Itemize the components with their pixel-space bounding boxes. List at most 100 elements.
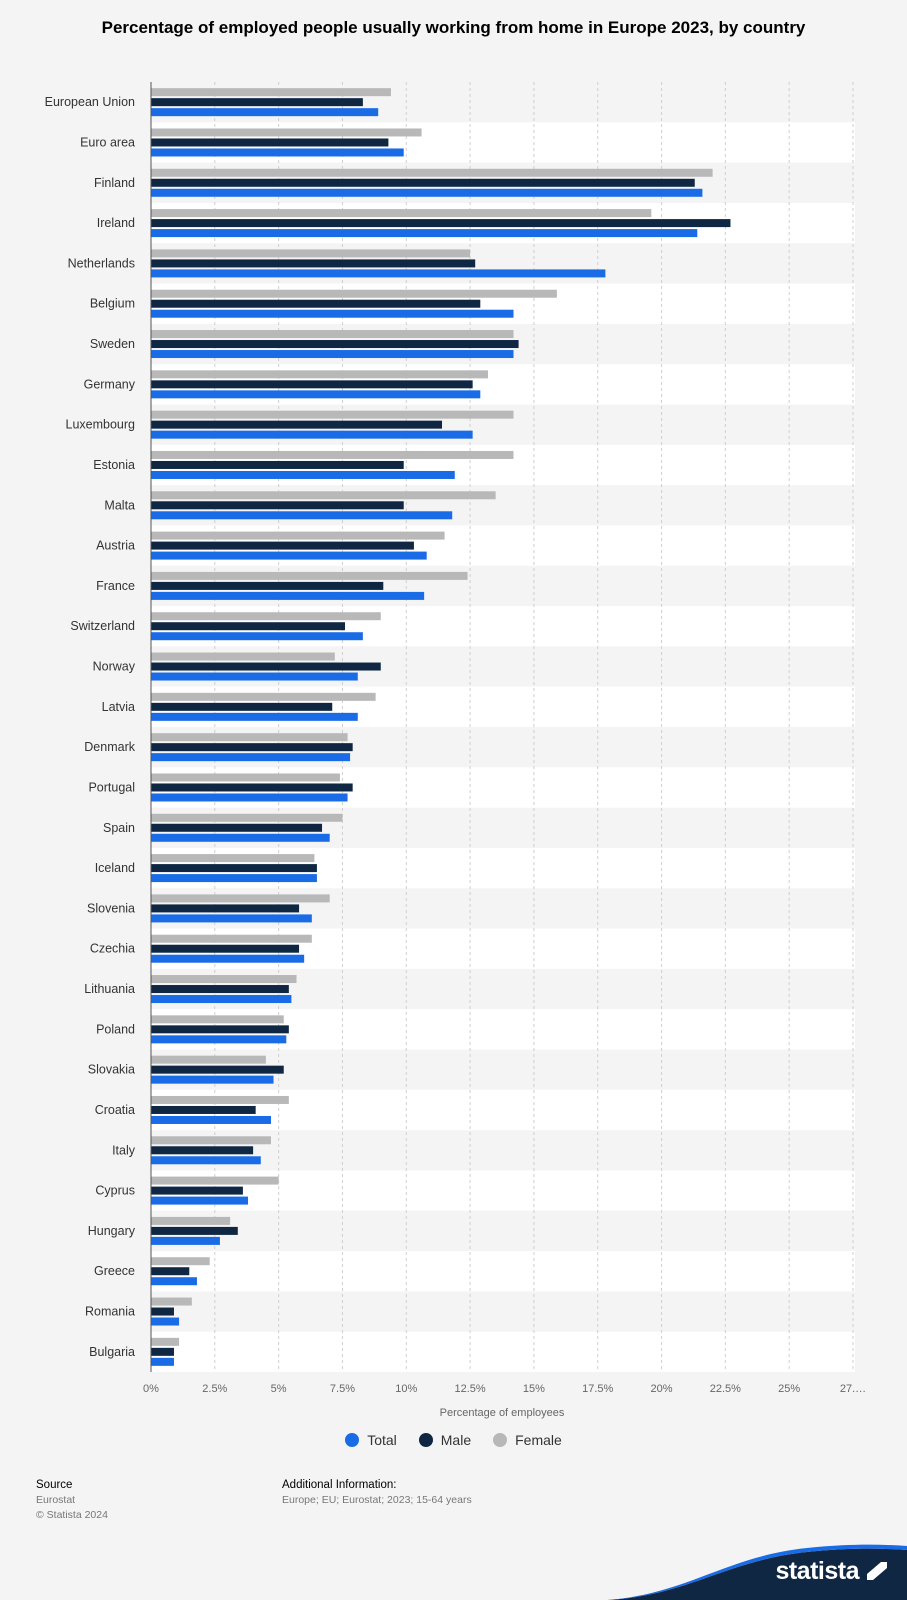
bar-male-germany[interactable] (151, 380, 473, 389)
bar-male-latvia[interactable] (151, 702, 333, 711)
bar-total-italy[interactable] (151, 1156, 261, 1165)
bar-female-estonia[interactable] (151, 450, 514, 459)
bar-female-finland[interactable] (151, 168, 713, 177)
bar-male-slovakia[interactable] (151, 1065, 284, 1074)
bar-total-bulgaria[interactable] (151, 1357, 174, 1366)
bar-female-norway[interactable] (151, 652, 335, 661)
bar-male-finland[interactable] (151, 178, 695, 187)
bar-total-slovakia[interactable] (151, 1075, 274, 1084)
bar-female-netherlands[interactable] (151, 249, 471, 258)
bar-male-spain[interactable] (151, 823, 323, 832)
bar-total-denmark[interactable] (151, 753, 351, 762)
bar-total-hungary[interactable] (151, 1236, 220, 1245)
bar-total-european-union[interactable] (151, 108, 379, 117)
bar-female-european-union[interactable] (151, 88, 391, 97)
bar-female-euro-area[interactable] (151, 128, 422, 137)
bar-male-iceland[interactable] (151, 864, 317, 873)
bar-female-slovakia[interactable] (151, 1055, 266, 1064)
bar-total-ireland[interactable] (151, 229, 698, 238)
bar-male-poland[interactable] (151, 1025, 289, 1034)
bar-female-ireland[interactable] (151, 209, 652, 218)
bar-total-iceland[interactable] (151, 874, 317, 883)
bar-total-romania[interactable] (151, 1317, 180, 1326)
bar-total-sweden[interactable] (151, 350, 514, 359)
bar-female-romania[interactable] (151, 1297, 192, 1306)
bar-female-spain[interactable] (151, 813, 343, 822)
bar-total-estonia[interactable] (151, 470, 455, 479)
legend-item-total[interactable]: Total (345, 1432, 397, 1448)
bar-total-belgium[interactable] (151, 309, 514, 318)
bar-total-finland[interactable] (151, 188, 703, 197)
bar-male-hungary[interactable] (151, 1226, 238, 1235)
bar-male-cyprus[interactable] (151, 1186, 243, 1195)
bar-female-slovenia[interactable] (151, 894, 330, 903)
bar-total-cyprus[interactable] (151, 1196, 249, 1205)
bar-female-italy[interactable] (151, 1136, 271, 1145)
bar-total-portugal[interactable] (151, 793, 348, 802)
bar-male-ireland[interactable] (151, 219, 731, 228)
bar-total-greece[interactable] (151, 1277, 197, 1286)
bar-total-slovenia[interactable] (151, 914, 312, 923)
bar-female-iceland[interactable] (151, 854, 315, 863)
bar-male-bulgaria[interactable] (151, 1347, 174, 1356)
bar-total-austria[interactable] (151, 551, 427, 560)
bar-total-switzerland[interactable] (151, 632, 363, 641)
bar-total-norway[interactable] (151, 672, 358, 681)
bar-male-denmark[interactable] (151, 743, 353, 752)
bar-male-portugal[interactable] (151, 783, 353, 792)
bar-total-euro-area[interactable] (151, 148, 404, 157)
bar-male-belgium[interactable] (151, 299, 481, 308)
bar-female-bulgaria[interactable] (151, 1337, 180, 1346)
bar-female-switzerland[interactable] (151, 612, 381, 621)
bar-female-czechia[interactable] (151, 934, 312, 943)
bar-male-malta[interactable] (151, 501, 404, 510)
bar-female-germany[interactable] (151, 370, 488, 379)
bar-male-norway[interactable] (151, 662, 381, 671)
bar-total-latvia[interactable] (151, 712, 358, 721)
bar-female-luxembourg[interactable] (151, 410, 514, 419)
source-link[interactable]: Eurostat (36, 1494, 76, 1506)
bar-male-lithuania[interactable] (151, 985, 289, 994)
bar-female-malta[interactable] (151, 491, 496, 500)
legend-item-female[interactable]: Female (493, 1432, 562, 1448)
bar-female-croatia[interactable] (151, 1095, 289, 1104)
bar-female-denmark[interactable] (151, 733, 348, 742)
statista-logo[interactable]: statista (775, 1557, 859, 1585)
bar-total-croatia[interactable] (151, 1115, 271, 1124)
bar-total-lithuania[interactable] (151, 995, 292, 1004)
bar-total-malta[interactable] (151, 511, 453, 520)
bar-female-latvia[interactable] (151, 692, 376, 701)
bar-female-lithuania[interactable] (151, 975, 297, 984)
bar-male-netherlands[interactable] (151, 259, 476, 268)
bar-female-sweden[interactable] (151, 330, 514, 339)
bar-female-austria[interactable] (151, 531, 445, 540)
bar-male-greece[interactable] (151, 1267, 190, 1276)
bar-male-austria[interactable] (151, 541, 414, 550)
bar-total-czechia[interactable] (151, 954, 305, 963)
bar-male-sweden[interactable] (151, 340, 519, 349)
bar-female-cyprus[interactable] (151, 1176, 279, 1185)
bar-female-belgium[interactable] (151, 289, 557, 298)
bar-female-france[interactable] (151, 571, 468, 580)
bar-male-luxembourg[interactable] (151, 420, 443, 429)
bar-female-greece[interactable] (151, 1257, 210, 1266)
bar-male-france[interactable] (151, 581, 384, 590)
bar-male-italy[interactable] (151, 1146, 254, 1155)
legend-item-male[interactable]: Male (418, 1432, 471, 1448)
bar-male-romania[interactable] (151, 1307, 174, 1316)
bar-total-netherlands[interactable] (151, 269, 606, 278)
bar-total-luxembourg[interactable] (151, 430, 473, 439)
bar-male-estonia[interactable] (151, 460, 404, 469)
bar-total-spain[interactable] (151, 833, 330, 842)
bar-male-euro-area[interactable] (151, 138, 389, 147)
bar-male-czechia[interactable] (151, 944, 300, 953)
bar-male-slovenia[interactable] (151, 904, 300, 913)
bar-total-france[interactable] (151, 591, 425, 600)
bar-female-poland[interactable] (151, 1015, 284, 1024)
bar-total-germany[interactable] (151, 390, 481, 399)
bar-total-poland[interactable] (151, 1035, 287, 1044)
bar-female-portugal[interactable] (151, 773, 340, 782)
bar-male-european-union[interactable] (151, 98, 363, 107)
bar-male-croatia[interactable] (151, 1105, 256, 1114)
bar-female-hungary[interactable] (151, 1216, 231, 1225)
